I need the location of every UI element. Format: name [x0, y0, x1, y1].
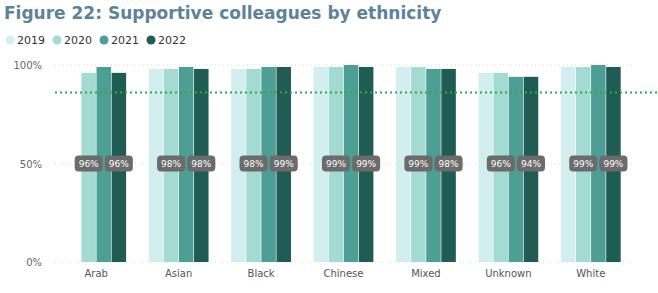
data-label-box	[435, 156, 463, 172]
data-label: 99%	[352, 156, 380, 172]
data-label-box	[105, 156, 133, 172]
data-label-text: 98%	[439, 159, 459, 169]
data-label-box	[187, 156, 215, 172]
data-label-text: 96%	[79, 159, 99, 169]
data-label-text: 94%	[521, 159, 541, 169]
data-label-text: 96%	[109, 159, 129, 169]
chart-container: Figure 22: Supportive colleagues by ethn…	[0, 0, 658, 293]
category-label: Black	[248, 268, 275, 279]
data-label-box	[599, 156, 627, 172]
legend-label: 2021	[111, 34, 139, 47]
data-label: 99%	[322, 156, 350, 172]
legend-swatch	[147, 36, 156, 45]
grid-line	[55, 65, 632, 66]
grid-line	[55, 262, 632, 263]
data-label-box	[487, 156, 515, 172]
data-label: 94%	[517, 156, 545, 172]
data-label-text: 99%	[573, 159, 593, 169]
data-label: 99%	[569, 156, 597, 172]
data-label: 98%	[435, 156, 463, 172]
data-label: 96%	[75, 156, 103, 172]
tick-label: 100%	[13, 60, 42, 71]
y-axis: 0% 50% 100%	[13, 60, 632, 268]
data-label: 98%	[157, 156, 185, 172]
data-label: 99%	[404, 156, 432, 172]
chart: Figure 22: Supportive colleagues by ethn…	[0, 0, 658, 293]
data-label-text: 99%	[274, 159, 294, 169]
data-label-box	[270, 156, 298, 172]
category-label: Unknown	[485, 268, 531, 279]
category-label: Asian	[165, 268, 192, 279]
data-label-box	[75, 156, 103, 172]
data-label: 98%	[240, 156, 268, 172]
data-label-box	[240, 156, 268, 172]
data-label-text: 98%	[244, 159, 264, 169]
data-label-text: 98%	[161, 159, 181, 169]
category-label: Mixed	[411, 268, 441, 279]
data-label-box	[404, 156, 432, 172]
target-line	[55, 92, 658, 94]
x-axis: Arab Asian Black Chinese Mixed Unknown White	[84, 268, 605, 279]
category-label: White	[576, 268, 605, 279]
data-label-box	[517, 156, 545, 172]
category-label: Chinese	[324, 268, 364, 279]
legend-label: 2022	[158, 34, 186, 47]
data-label-text: 99%	[603, 159, 623, 169]
data-label: 96%	[487, 156, 515, 172]
legend-swatch	[6, 36, 15, 45]
data-label-box	[352, 156, 380, 172]
tick-label: 50%	[20, 159, 42, 170]
data-label-text: 99%	[356, 159, 376, 169]
data-label-text: 99%	[326, 159, 346, 169]
legend-swatch	[53, 36, 62, 45]
bars	[81, 65, 620, 262]
data-label-box	[322, 156, 350, 172]
data-label-text: 99%	[408, 159, 428, 169]
data-label-box	[569, 156, 597, 172]
data-label: 96%	[105, 156, 133, 172]
data-labels: 96% 98% 98% 99% 99% 96% 99% 96% 98% 99% 99% 98% 94% 9…	[75, 156, 628, 172]
tick-label: 0%	[26, 257, 42, 268]
data-label-box	[157, 156, 185, 172]
data-label: 98%	[187, 156, 215, 172]
data-label: 99%	[599, 156, 627, 172]
legend-label: 2020	[64, 34, 92, 47]
legend-swatch	[100, 36, 109, 45]
data-label-text: 96%	[491, 159, 511, 169]
data-label-text: 98%	[191, 159, 211, 169]
title: Figure 22: Supportive colleagues by ethn…	[4, 3, 441, 23]
data-label: 99%	[270, 156, 298, 172]
legend-label: 2019	[17, 34, 45, 47]
legend: 2019 2020 2021 2022	[6, 34, 187, 47]
category-label: Arab	[84, 268, 107, 279]
